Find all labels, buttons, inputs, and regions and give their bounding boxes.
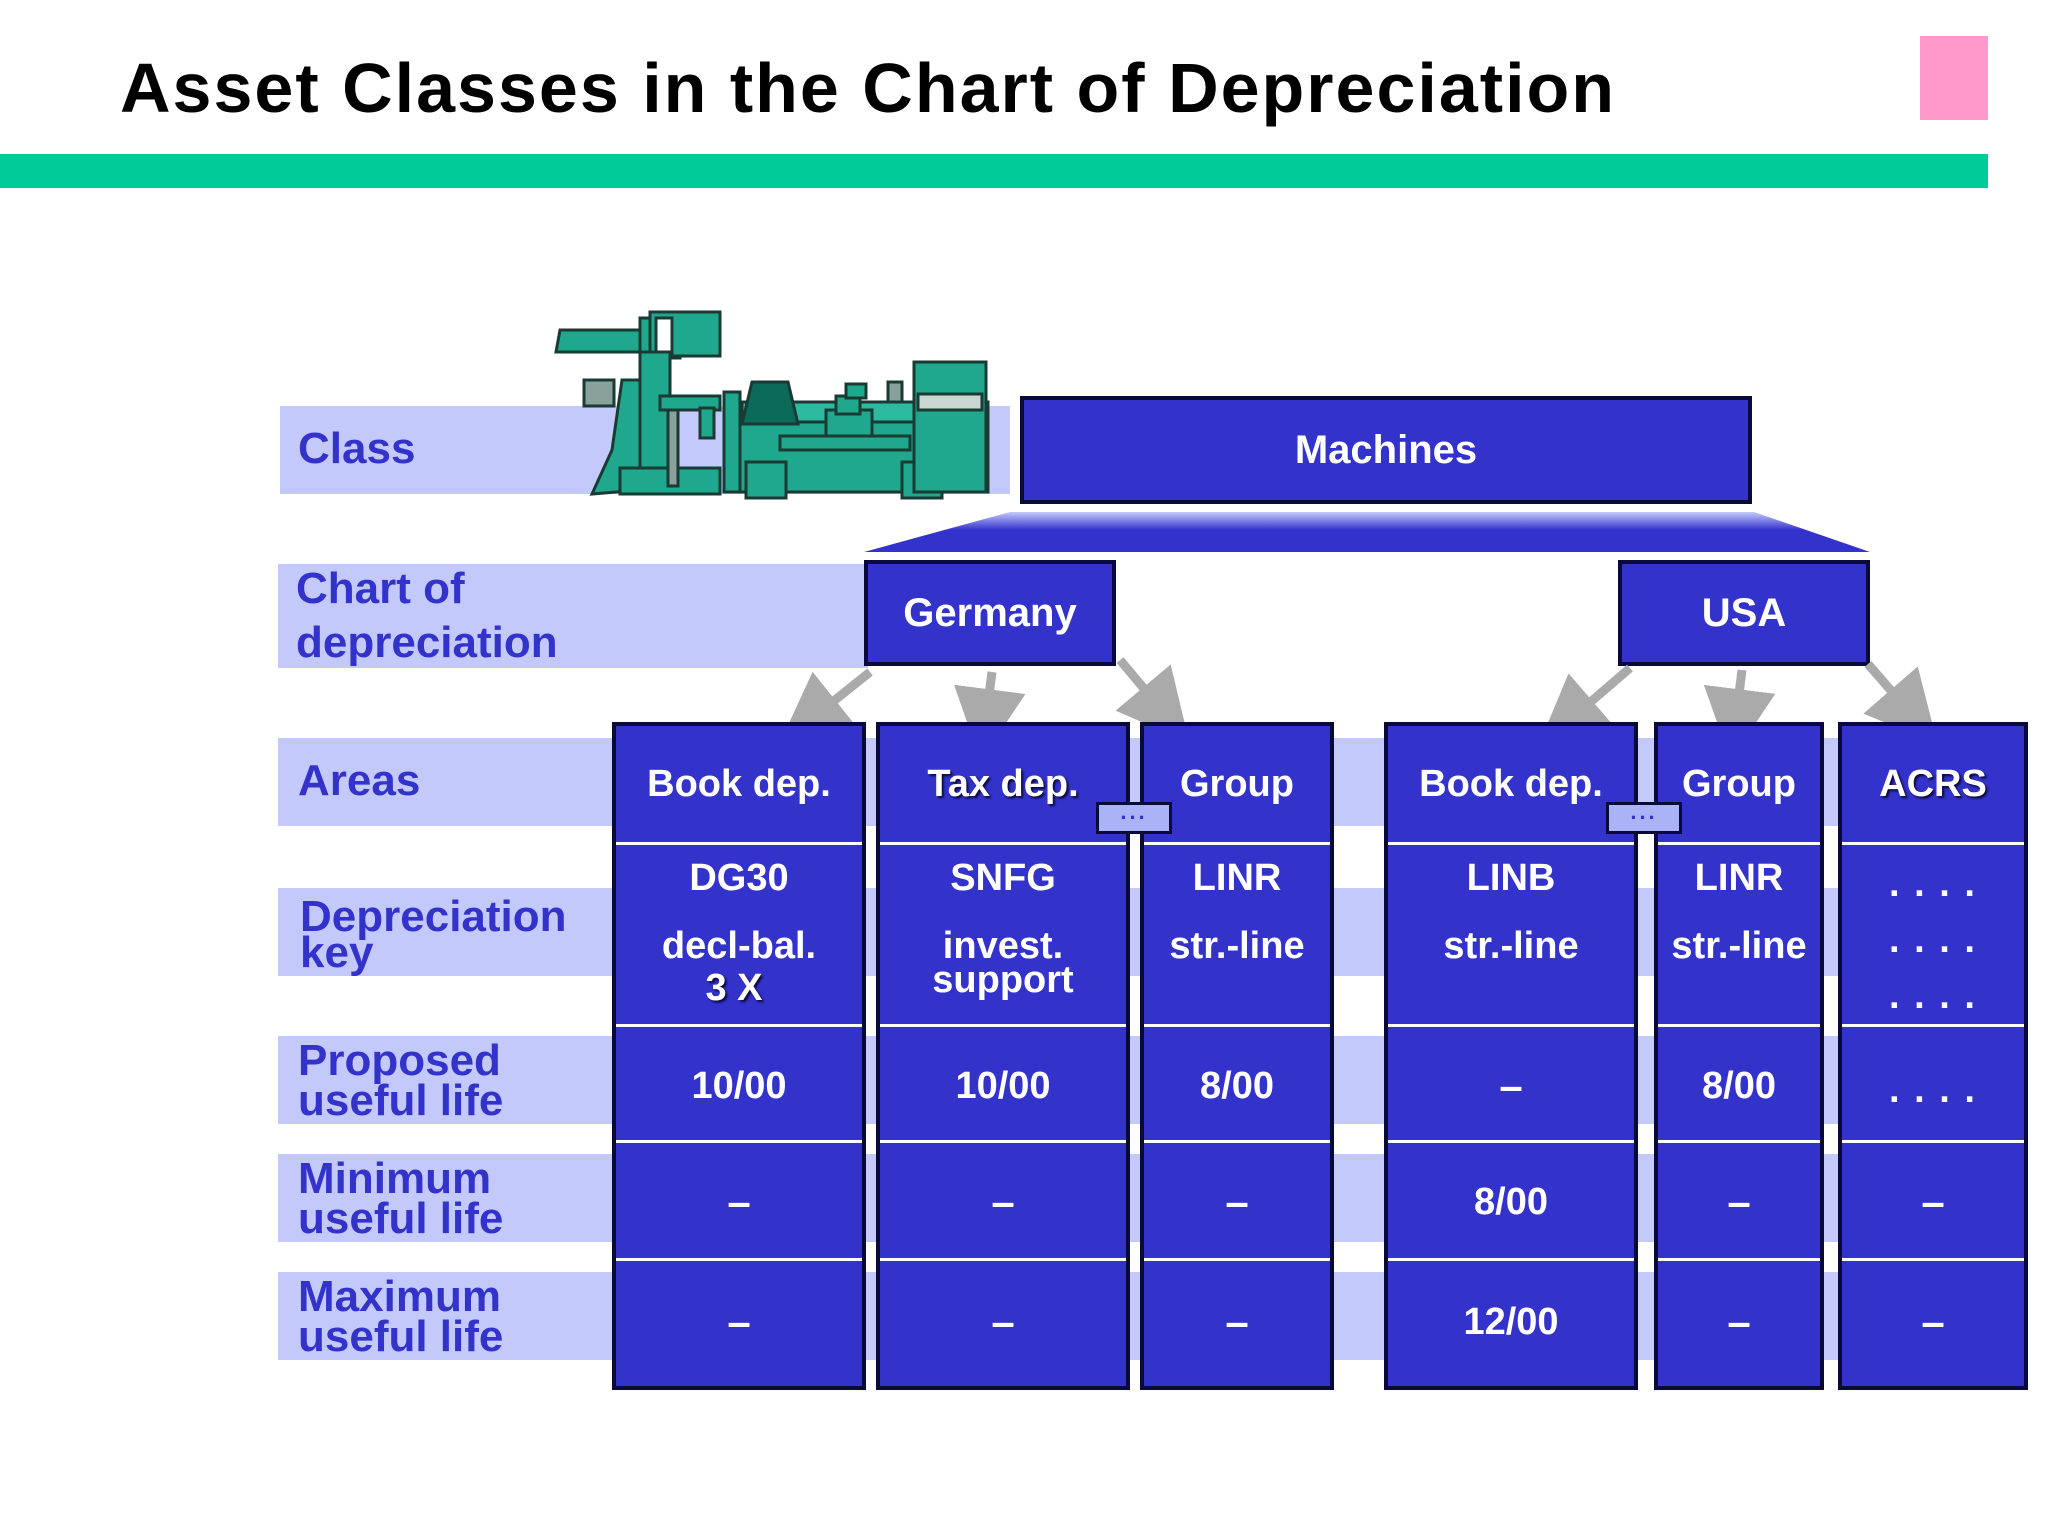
- area-column-germany-group: Group LINR str.-line 8/00 – –: [1140, 722, 1334, 1390]
- maximum-life: –: [991, 1298, 1015, 1345]
- row-label-maximum-line1: Maximum: [298, 1272, 501, 1321]
- dep-method: . . . .: [1889, 919, 1977, 961]
- row-label-class: Class: [298, 424, 416, 473]
- dep-method-factor: 3 X: [705, 967, 763, 1009]
- dep-method: invest.: [942, 925, 1064, 967]
- area-name: ACRS: [1879, 763, 1987, 805]
- row-label-proposed-line2: useful life: [298, 1076, 504, 1125]
- title-underline-bar: [0, 154, 1988, 188]
- dep-key: SNFG: [950, 857, 1056, 899]
- dep-method: decl-bal.: [661, 925, 817, 967]
- proposed-life: 10/00: [955, 1065, 1051, 1107]
- minimum-life: –: [991, 1178, 1015, 1225]
- dep-method: str.-line: [1671, 925, 1807, 967]
- proposed-life: . . . .: [1889, 1069, 1977, 1111]
- area-connector-germany: ...: [1096, 801, 1172, 834]
- minimum-life: 8/00: [1474, 1181, 1548, 1223]
- area-name: Book dep.: [1419, 763, 1603, 805]
- maximum-life: –: [1727, 1298, 1751, 1345]
- chart-germany-box: Germany: [864, 560, 1116, 666]
- asset-class-machines-box: Machines: [1020, 396, 1752, 504]
- maximum-life: –: [1225, 1298, 1249, 1345]
- dep-method-line2: support: [932, 959, 1074, 1001]
- dep-key: . . . .: [1889, 863, 1977, 905]
- proposed-life: 8/00: [1200, 1065, 1274, 1107]
- dep-method: str.-line: [1443, 925, 1579, 967]
- page-title: Asset Classes in the Chart of Depreciati…: [120, 49, 1617, 127]
- chart-usa-box: USA: [1618, 560, 1870, 666]
- row-label-dep-key-line2: key: [300, 928, 374, 977]
- area-name: Book dep.: [647, 763, 831, 805]
- dep-key: LINB: [1466, 857, 1556, 899]
- lathe-machine-icon: [554, 310, 990, 500]
- minimum-life: –: [1921, 1178, 1945, 1225]
- row-label-proposed-line1: Proposed: [298, 1036, 501, 1085]
- corner-decoration: [1920, 36, 1988, 120]
- area-name: Group: [1682, 763, 1796, 805]
- maximum-life: –: [727, 1298, 751, 1345]
- area-name: Group: [1180, 763, 1294, 805]
- dep-key: LINR: [1192, 857, 1282, 899]
- proposed-life: 10/00: [691, 1065, 787, 1107]
- minimum-life: –: [727, 1178, 751, 1225]
- area-column-usa-group: Group LINR str.-line 8/00 – –: [1654, 722, 1824, 1390]
- proposed-life: –: [1499, 1062, 1523, 1109]
- maximum-life: –: [1921, 1298, 1945, 1345]
- row-label-chart-line1: Chart of: [296, 564, 465, 613]
- row-label-chart-line2: depreciation: [296, 618, 558, 667]
- dep-key: DG30: [689, 857, 789, 899]
- area-connector-usa: ...: [1606, 801, 1682, 834]
- maximum-life: 12/00: [1463, 1301, 1559, 1343]
- area-column-usa-book: Book dep. LINB str.-line – 8/00 12/00: [1384, 722, 1638, 1390]
- row-label-minimum-line1: Minimum: [298, 1154, 492, 1203]
- row-band-chart: [278, 564, 868, 668]
- dep-method-line2: . . . .: [1889, 975, 1977, 1017]
- proposed-life: 8/00: [1702, 1065, 1776, 1107]
- area-column-germany-tax: Tax dep. SNFG invest. support 10/00 – –: [876, 722, 1130, 1390]
- row-label-minimum-line2: useful life: [298, 1194, 504, 1243]
- area-column-usa-acrs: ACRS . . . . . . . . . . . . . . . . – –: [1838, 722, 2028, 1390]
- area-column-germany-book: Book dep. DG30 decl-bal. 3 X 10/00 – –: [612, 722, 866, 1390]
- row-label-areas: Areas: [298, 756, 421, 805]
- area-name: Tax dep.: [927, 763, 1079, 805]
- dep-method: str.-line: [1169, 925, 1305, 967]
- dep-key: LINR: [1694, 857, 1784, 899]
- row-label-maximum-line2: useful life: [298, 1312, 504, 1361]
- minimum-life: –: [1225, 1178, 1249, 1225]
- row-label-dep-key-line1: Depreciation: [300, 892, 567, 941]
- minimum-life: –: [1727, 1178, 1751, 1225]
